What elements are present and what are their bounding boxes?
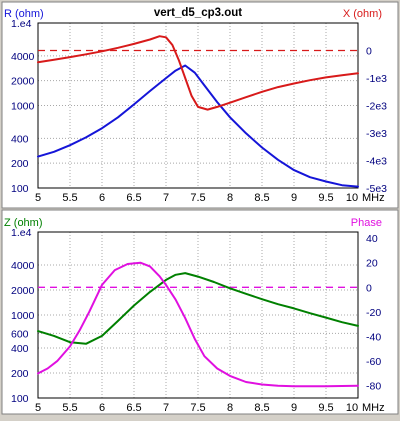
- left-y-tick-label: 1000: [11, 101, 35, 113]
- series-x-line: [37, 35, 359, 111]
- left-y-tick-label: 1000: [11, 310, 35, 322]
- left-y-tick-label: 1.e4: [11, 18, 32, 30]
- chart-panel-1: [1, 1, 399, 209]
- left-y-tick-label: 100: [11, 393, 29, 405]
- x-tick-label: 7: [163, 192, 169, 204]
- right-y-tick-label: -20: [366, 307, 381, 319]
- right-y-tick-label: -2e3: [366, 101, 387, 113]
- x-tick-label: 5: [35, 192, 41, 204]
- right-y-tick-label: -80: [366, 381, 381, 393]
- left-y-tick-label: 200: [11, 368, 29, 380]
- x-tick-label: 6.5: [126, 192, 141, 204]
- panel-background: [1, 209, 399, 415]
- x-axis-label: MHz: [362, 402, 385, 414]
- x-tick-label: 9.5: [318, 192, 333, 204]
- right-y-tick-label: 0: [366, 46, 372, 58]
- series-z-line: [37, 272, 359, 345]
- x-tick-label: 7.5: [190, 402, 205, 414]
- left-axis-label: R (ohm): [4, 8, 44, 20]
- x-tick-label: 9: [291, 192, 297, 204]
- x-tick-label: 8: [227, 192, 233, 204]
- x-tick-label: 5: [35, 402, 41, 414]
- right-y-tick-label: -1e3: [366, 73, 387, 85]
- series-phase-line: [37, 261, 359, 388]
- right-y-tick-label: -40: [366, 332, 381, 344]
- x-tick-label: 7: [163, 402, 169, 414]
- x-axis-label: MHz: [362, 192, 385, 204]
- right-y-tick-label: -3e3: [366, 128, 387, 140]
- right-y-tick-label: -5e3: [366, 183, 387, 195]
- left-axis-label: Z (ohm): [4, 217, 43, 229]
- x-tick-label: 6.5: [126, 402, 141, 414]
- left-y-tick-label: 600: [11, 328, 29, 340]
- right-y-tick-label: 20: [366, 258, 378, 270]
- left-y-tick-label: 4000: [11, 260, 35, 272]
- left-y-tick-label: 400: [11, 133, 29, 145]
- x-tick-label: 6: [99, 192, 105, 204]
- x-tick-label: 5.5: [62, 402, 77, 414]
- left-y-tick-label: 2000: [11, 285, 35, 297]
- x-tick-label: 8.5: [254, 192, 269, 204]
- x-tick-label: 5.5: [62, 192, 77, 204]
- left-y-tick-label: 1.e4: [11, 227, 32, 239]
- x-tick-label: 9.5: [318, 402, 333, 414]
- right-y-tick-label: -4e3: [366, 156, 387, 168]
- left-y-tick-label: 400: [11, 343, 29, 355]
- left-y-tick-label: 100: [11, 183, 29, 195]
- chart-title: vert_d5_cp3.out: [154, 7, 242, 19]
- chart-panel-2: [1, 209, 399, 415]
- right-y-tick-label: 0: [366, 282, 372, 294]
- x-tick-label: 7.5: [190, 192, 205, 204]
- x-tick-label: 10: [346, 192, 358, 204]
- x-tick-label: 10: [346, 402, 358, 414]
- x-tick-label: 8.5: [254, 402, 269, 414]
- right-axis-label: X (ohm): [343, 8, 382, 20]
- x-tick-label: 6: [99, 402, 105, 414]
- x-tick-label: 9: [291, 402, 297, 414]
- left-y-tick-label: 4000: [11, 51, 35, 63]
- left-y-tick-label: 200: [11, 158, 29, 170]
- left-y-tick-label: 2000: [11, 76, 35, 88]
- right-y-tick-label: 40: [366, 233, 378, 245]
- series-r-line: [37, 64, 359, 188]
- plot-area-border: [37, 231, 359, 399]
- right-y-tick-label: -60: [366, 356, 381, 368]
- right-axis-label: Phase: [351, 217, 382, 229]
- plot-area-border: [37, 22, 359, 189]
- x-tick-label: 8: [227, 402, 233, 414]
